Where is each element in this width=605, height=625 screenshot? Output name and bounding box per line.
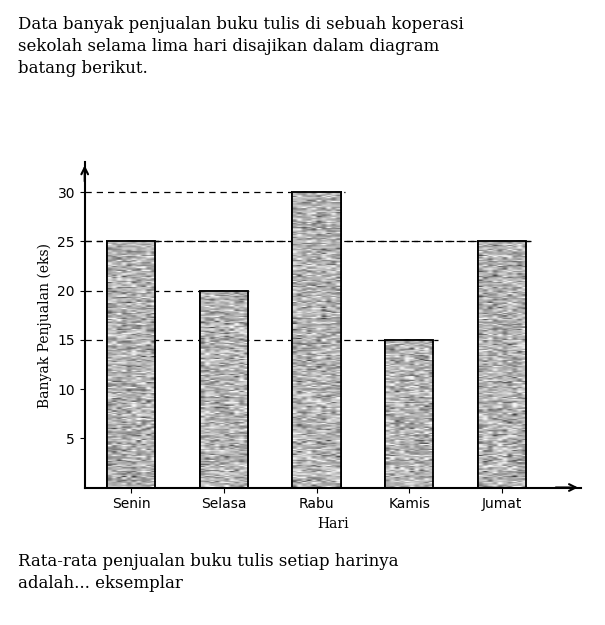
Text: Rata-rata penjualan buku tulis setiap harinya
adalah... eksemplar: Rata-rata penjualan buku tulis setiap ha… xyxy=(18,553,399,592)
Bar xyxy=(292,192,341,488)
Bar xyxy=(478,241,526,488)
Y-axis label: Banyak Penjualan (eks): Banyak Penjualan (eks) xyxy=(38,242,52,408)
Bar xyxy=(200,291,248,488)
Bar xyxy=(385,340,433,488)
X-axis label: Hari: Hari xyxy=(317,517,348,531)
Bar xyxy=(200,291,248,488)
Text: Data banyak penjualan buku tulis di sebuah koperasi
sekolah selama lima hari dis: Data banyak penjualan buku tulis di sebu… xyxy=(18,16,464,77)
Bar xyxy=(107,241,155,488)
Bar xyxy=(107,241,155,488)
Bar xyxy=(292,192,341,488)
Bar xyxy=(385,340,433,488)
Bar xyxy=(478,241,526,488)
